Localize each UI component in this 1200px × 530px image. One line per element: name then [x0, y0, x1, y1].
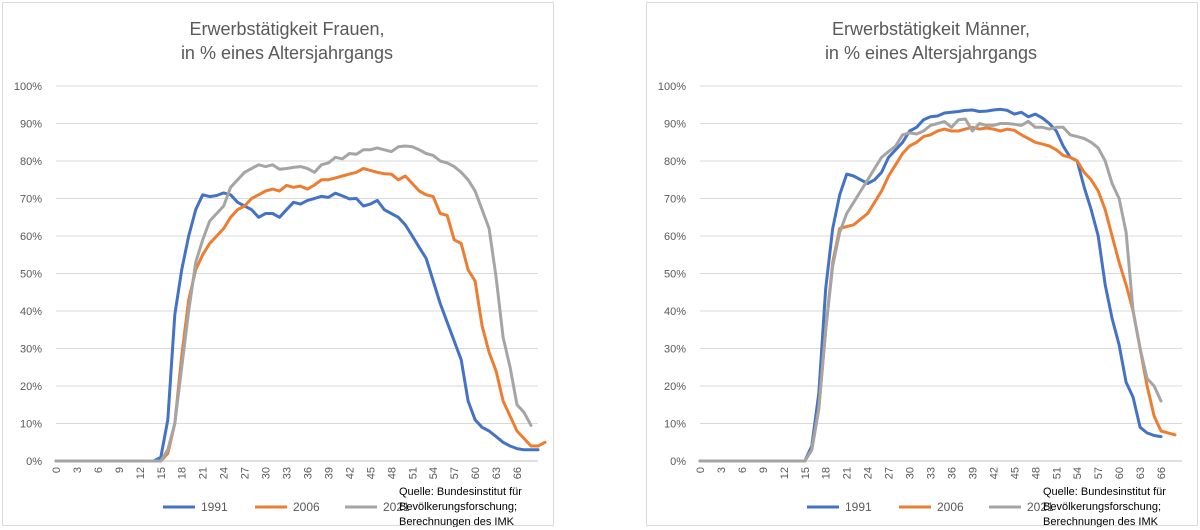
women-x-tick-label: 51 [407, 467, 419, 479]
men-y-tick-label: 60% [664, 231, 686, 243]
men-y-tick-label: 10% [664, 419, 686, 431]
women-series-line-2021 [54, 144, 533, 463]
women-series-line-2006 [54, 167, 547, 463]
women-x-tick-label: 18 [177, 467, 189, 479]
women-y-tick-label: 20% [20, 381, 42, 393]
women-x-tick-label: 60 [470, 467, 482, 479]
women-x-tick-label: 45 [365, 467, 377, 479]
women-legend-label-2021: 2021 [383, 500, 410, 514]
women-x-tick-label: 57 [449, 467, 461, 479]
women-x-tick-label: 42 [344, 467, 356, 479]
women-y-tick-label: 40% [20, 306, 42, 318]
men-x-tick-label: 36 [946, 467, 958, 479]
men-x-tick-label: 30 [905, 467, 917, 479]
women-x-tick-label: 30 [261, 467, 273, 479]
men-x-tick-label: 54 [1072, 467, 1084, 479]
women-y-tick-label: 50% [20, 269, 42, 281]
women-x-tick-label: 36 [302, 467, 314, 479]
chart-svg-women: Erwerbstätigkeit Frauen, in % eines Alter… [14, 19, 547, 527]
men-legend-label-2006: 2006 [937, 500, 964, 514]
women-source-line-2: Bevölkerungsforschung; [399, 501, 517, 513]
men-y-tick-label: 20% [664, 381, 686, 393]
men-series-line-1991 [698, 107, 1163, 463]
men-x-tick-label: 15 [800, 467, 812, 479]
men-y-tick-label: 50% [664, 269, 686, 281]
women-y-tick-label: 0% [26, 456, 42, 468]
women-x-tick-label: 63 [491, 467, 503, 479]
women-x-tick-label: 54 [428, 467, 440, 479]
men-x-tick-label: 9 [758, 467, 770, 473]
men-x-tick-label: 0 [695, 467, 707, 473]
men-x-tick-label: 51 [1051, 467, 1063, 479]
women-y-tick-label: 10% [20, 419, 42, 431]
women-x-tick-label: 3 [72, 467, 84, 473]
chart-panel-women: Erwerbstätigkeit Frauen, in % eines Alter… [2, 2, 554, 527]
men-series-line-2021 [698, 117, 1163, 463]
women-series-line-1991 [54, 191, 540, 463]
women-legend-label-1991: 1991 [201, 500, 228, 514]
men-legend-label-2021: 2021 [1027, 500, 1054, 514]
women-title-line-1: Erwerbstätigkeit Frauen, [189, 19, 384, 39]
women-x-tick-label: 6 [93, 467, 105, 473]
men-y-tick-label: 90% [664, 119, 686, 131]
women-y-tick-label: 100% [14, 81, 42, 93]
women-source-line-3: Berechnungen des IMK [399, 516, 515, 527]
men-source-line-3: Berechnungen des IMK [1043, 516, 1159, 527]
women-x-tick-label: 33 [282, 467, 294, 479]
women-x-tick-label: 0 [51, 467, 63, 473]
men-y-tick-label: 0% [670, 456, 686, 468]
men-series-line-2006 [698, 125, 1177, 463]
men-source-line-1: Quelle: Bundesinstitut für [1043, 486, 1166, 498]
men-y-tick-label: 30% [664, 344, 686, 356]
women-y-tick-label: 30% [20, 344, 42, 356]
women-y-tick-label: 60% [20, 231, 42, 243]
men-title-line-2: in % eines Altersjahrgangs [825, 43, 1037, 63]
women-x-tick-label: 39 [323, 467, 335, 479]
men-x-tick-label: 45 [1009, 467, 1021, 479]
women-x-tick-label: 27 [240, 467, 252, 479]
chart-panel-men: Erwerbstätigkeit Männer, in % eines Alter… [646, 2, 1198, 527]
men-x-tick-label: 60 [1114, 467, 1126, 479]
men-x-tick-label: 3 [716, 467, 728, 473]
men-x-tick-label: 27 [884, 467, 896, 479]
women-x-tick-label: 21 [198, 467, 210, 479]
women-source-line-1: Quelle: Bundesinstitut für [399, 486, 522, 498]
women-x-tick-label: 9 [114, 467, 126, 473]
men-x-tick-label: 48 [1030, 467, 1042, 479]
women-x-tick-label: 24 [219, 467, 231, 479]
men-x-tick-label: 21 [842, 467, 854, 479]
men-x-tick-label: 12 [779, 467, 791, 479]
women-y-tick-label: 80% [20, 156, 42, 168]
women-y-tick-label: 90% [20, 119, 42, 131]
men-x-tick-label: 42 [988, 467, 1000, 479]
men-x-tick-label: 33 [926, 467, 938, 479]
women-x-tick-label: 12 [135, 467, 147, 479]
men-y-tick-label: 80% [664, 156, 686, 168]
women-legend-label-2006: 2006 [293, 500, 320, 514]
men-x-tick-label: 63 [1135, 467, 1147, 479]
women-x-tick-label: 15 [156, 467, 168, 479]
women-x-tick-label: 48 [386, 467, 398, 479]
men-legend-label-1991: 1991 [845, 500, 872, 514]
men-source-line-2: Bevölkerungsforschung; [1043, 501, 1161, 513]
men-x-tick-label: 24 [863, 467, 875, 479]
men-x-tick-label: 6 [737, 467, 749, 473]
men-y-tick-label: 70% [664, 194, 686, 206]
women-title-line-2: in % eines Altersjahrgangs [181, 43, 393, 63]
men-y-tick-label: 100% [658, 81, 686, 93]
chart-svg-men: Erwerbstätigkeit Männer, in % eines Alter… [658, 19, 1182, 527]
men-y-tick-label: 40% [664, 306, 686, 318]
women-x-tick-label: 66 [512, 467, 524, 479]
men-title-line-1: Erwerbstätigkeit Männer, [832, 19, 1030, 39]
men-x-tick-label: 39 [967, 467, 979, 479]
men-x-tick-label: 18 [821, 467, 833, 479]
men-x-tick-label: 66 [1156, 467, 1168, 479]
women-y-tick-label: 70% [20, 194, 42, 206]
men-x-tick-label: 57 [1093, 467, 1105, 479]
